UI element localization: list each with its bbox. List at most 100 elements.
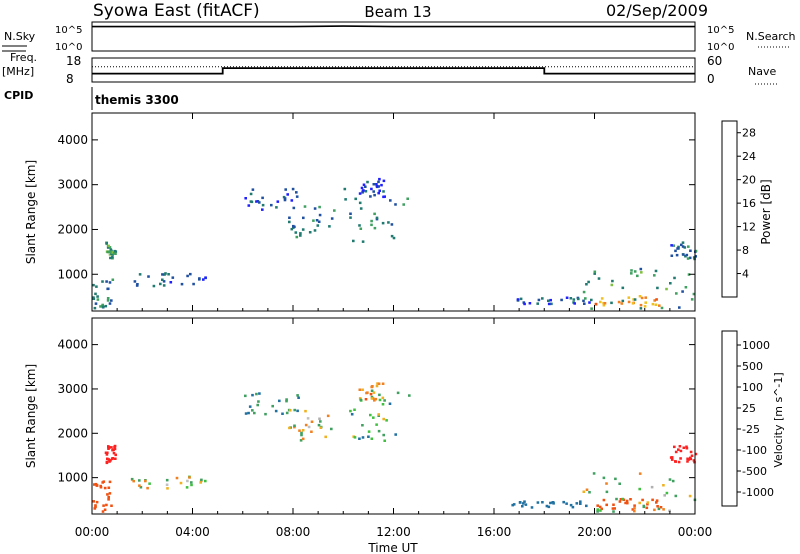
data-cell <box>364 185 367 188</box>
data-cell <box>618 500 622 503</box>
data-cell <box>253 411 256 415</box>
data-cell <box>370 187 373 191</box>
velocity-colorbar-tick: -100 <box>742 444 767 457</box>
data-cell <box>381 403 385 406</box>
data-cell <box>105 460 109 464</box>
data-cell <box>685 253 689 257</box>
data-cell <box>294 231 298 234</box>
noise-tick-right-top: 10^5 <box>707 25 734 36</box>
data-cell <box>381 396 385 400</box>
data-cell <box>288 426 291 430</box>
data-cell <box>582 490 586 493</box>
data-cell <box>651 302 655 306</box>
data-cell <box>200 478 203 482</box>
data-cell <box>681 290 684 293</box>
data-cell <box>110 457 114 461</box>
data-cell <box>597 277 601 280</box>
data-cell <box>358 192 362 195</box>
data-cell <box>204 276 207 279</box>
data-cell <box>375 217 379 221</box>
data-cell <box>688 494 692 498</box>
data-cell <box>106 287 109 291</box>
data-cell <box>198 277 201 280</box>
data-cell <box>511 503 514 507</box>
data-cell <box>631 508 635 511</box>
data-cell <box>190 483 193 487</box>
data-cell <box>617 300 621 304</box>
data-cell <box>109 248 113 251</box>
data-cell <box>283 198 287 202</box>
data-cell <box>585 488 589 491</box>
data-cell <box>385 419 388 422</box>
data-cell <box>627 296 631 299</box>
data-cell <box>670 458 674 461</box>
data-cell <box>169 281 173 284</box>
data-cell <box>101 510 105 513</box>
data-cell <box>406 197 409 200</box>
data-cell <box>600 507 603 511</box>
data-cell <box>582 299 585 303</box>
data-cell <box>663 494 666 497</box>
data-cell <box>639 307 643 310</box>
data-cell <box>361 191 364 194</box>
data-cell <box>602 304 606 307</box>
data-cell <box>632 298 635 301</box>
data-cell <box>293 408 296 412</box>
data-cell <box>687 458 691 461</box>
data-cell <box>382 433 385 437</box>
data-cell <box>679 449 683 453</box>
data-cell <box>105 241 108 245</box>
data-cell <box>105 453 109 456</box>
data-cell <box>138 479 141 482</box>
data-cell <box>627 300 631 304</box>
data-cell <box>106 451 109 454</box>
velocity-colorbar-tick: -500 <box>742 465 767 478</box>
data-cell <box>687 245 690 248</box>
nsearch-label: N.Search <box>746 30 796 43</box>
data-cell <box>94 505 97 509</box>
data-cell <box>330 427 333 431</box>
data-cell <box>316 224 320 227</box>
data-cell <box>96 298 100 301</box>
data-cell <box>369 195 372 198</box>
data-cell <box>114 252 117 255</box>
data-cell <box>111 255 114 259</box>
data-cell <box>550 302 553 306</box>
data-cell <box>106 297 110 300</box>
data-cell <box>359 227 363 230</box>
data-cell <box>638 472 642 475</box>
power-colorbar-tick: 28 <box>742 127 756 140</box>
data-cell <box>352 239 355 243</box>
data-cell <box>264 412 267 416</box>
power-colorbar-tick: 8 <box>742 244 749 257</box>
data-cell <box>593 272 596 275</box>
data-cell <box>162 284 166 287</box>
data-cell <box>317 423 321 427</box>
data-cell <box>390 234 394 238</box>
data-cell <box>621 497 624 501</box>
data-cell <box>605 490 609 494</box>
xtick-label: 12:00 <box>376 525 411 539</box>
data-cell <box>148 482 151 485</box>
data-cell <box>659 506 663 509</box>
xtick-label: 00:00 <box>75 525 110 539</box>
data-cell <box>108 480 112 484</box>
data-cell <box>684 286 688 289</box>
data-cell <box>552 502 555 505</box>
data-cell <box>522 301 526 304</box>
data-cell <box>377 382 381 385</box>
power-colorbar-tick: 16 <box>742 197 756 210</box>
data-cell <box>633 509 636 513</box>
data-cell <box>318 417 321 420</box>
data-cell <box>670 244 673 247</box>
data-cell <box>104 304 108 308</box>
data-cell <box>202 278 205 281</box>
freq-label-line2: [MHz] <box>2 65 34 78</box>
data-cell <box>382 195 385 199</box>
data-cell <box>694 249 698 253</box>
data-cell <box>575 502 579 505</box>
data-cell <box>358 397 362 400</box>
data-cell <box>694 255 697 258</box>
data-cell <box>190 481 193 484</box>
data-cell <box>306 417 310 420</box>
